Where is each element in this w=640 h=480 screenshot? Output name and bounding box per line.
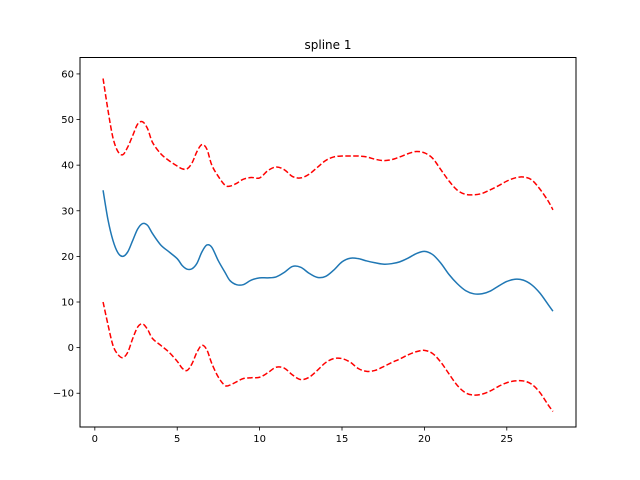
x-tick-label: 10	[253, 434, 266, 445]
y-tick-label: 0	[68, 343, 74, 354]
y-tick-label: 10	[61, 298, 74, 309]
dashed-line-series-1	[102, 78, 554, 211]
dashed-line-series-2	[102, 301, 554, 412]
solid-line-series-0	[102, 190, 554, 312]
y-tick-label: 30	[61, 206, 74, 217]
chart-title: spline 1	[305, 38, 352, 52]
x-tick-label: 15	[336, 434, 349, 445]
plot-frame	[79, 57, 577, 428]
y-tick-label: 50	[61, 115, 74, 126]
x-tick-label: 25	[500, 434, 513, 445]
x-tick-label: 20	[418, 434, 431, 445]
x-axis: 0 5 10 15 20 25	[92, 427, 513, 445]
y-tick-label: 40	[61, 161, 74, 172]
x-tick-label: 0	[92, 434, 98, 445]
x-tick-label: 5	[174, 434, 180, 445]
y-tick-label: −10	[53, 389, 74, 400]
y-tick-label: 20	[61, 252, 74, 263]
y-axis: −10 0 10 20 30 40 50 60	[53, 69, 80, 400]
series-layer	[102, 78, 554, 412]
y-tick-label: 60	[61, 69, 74, 80]
